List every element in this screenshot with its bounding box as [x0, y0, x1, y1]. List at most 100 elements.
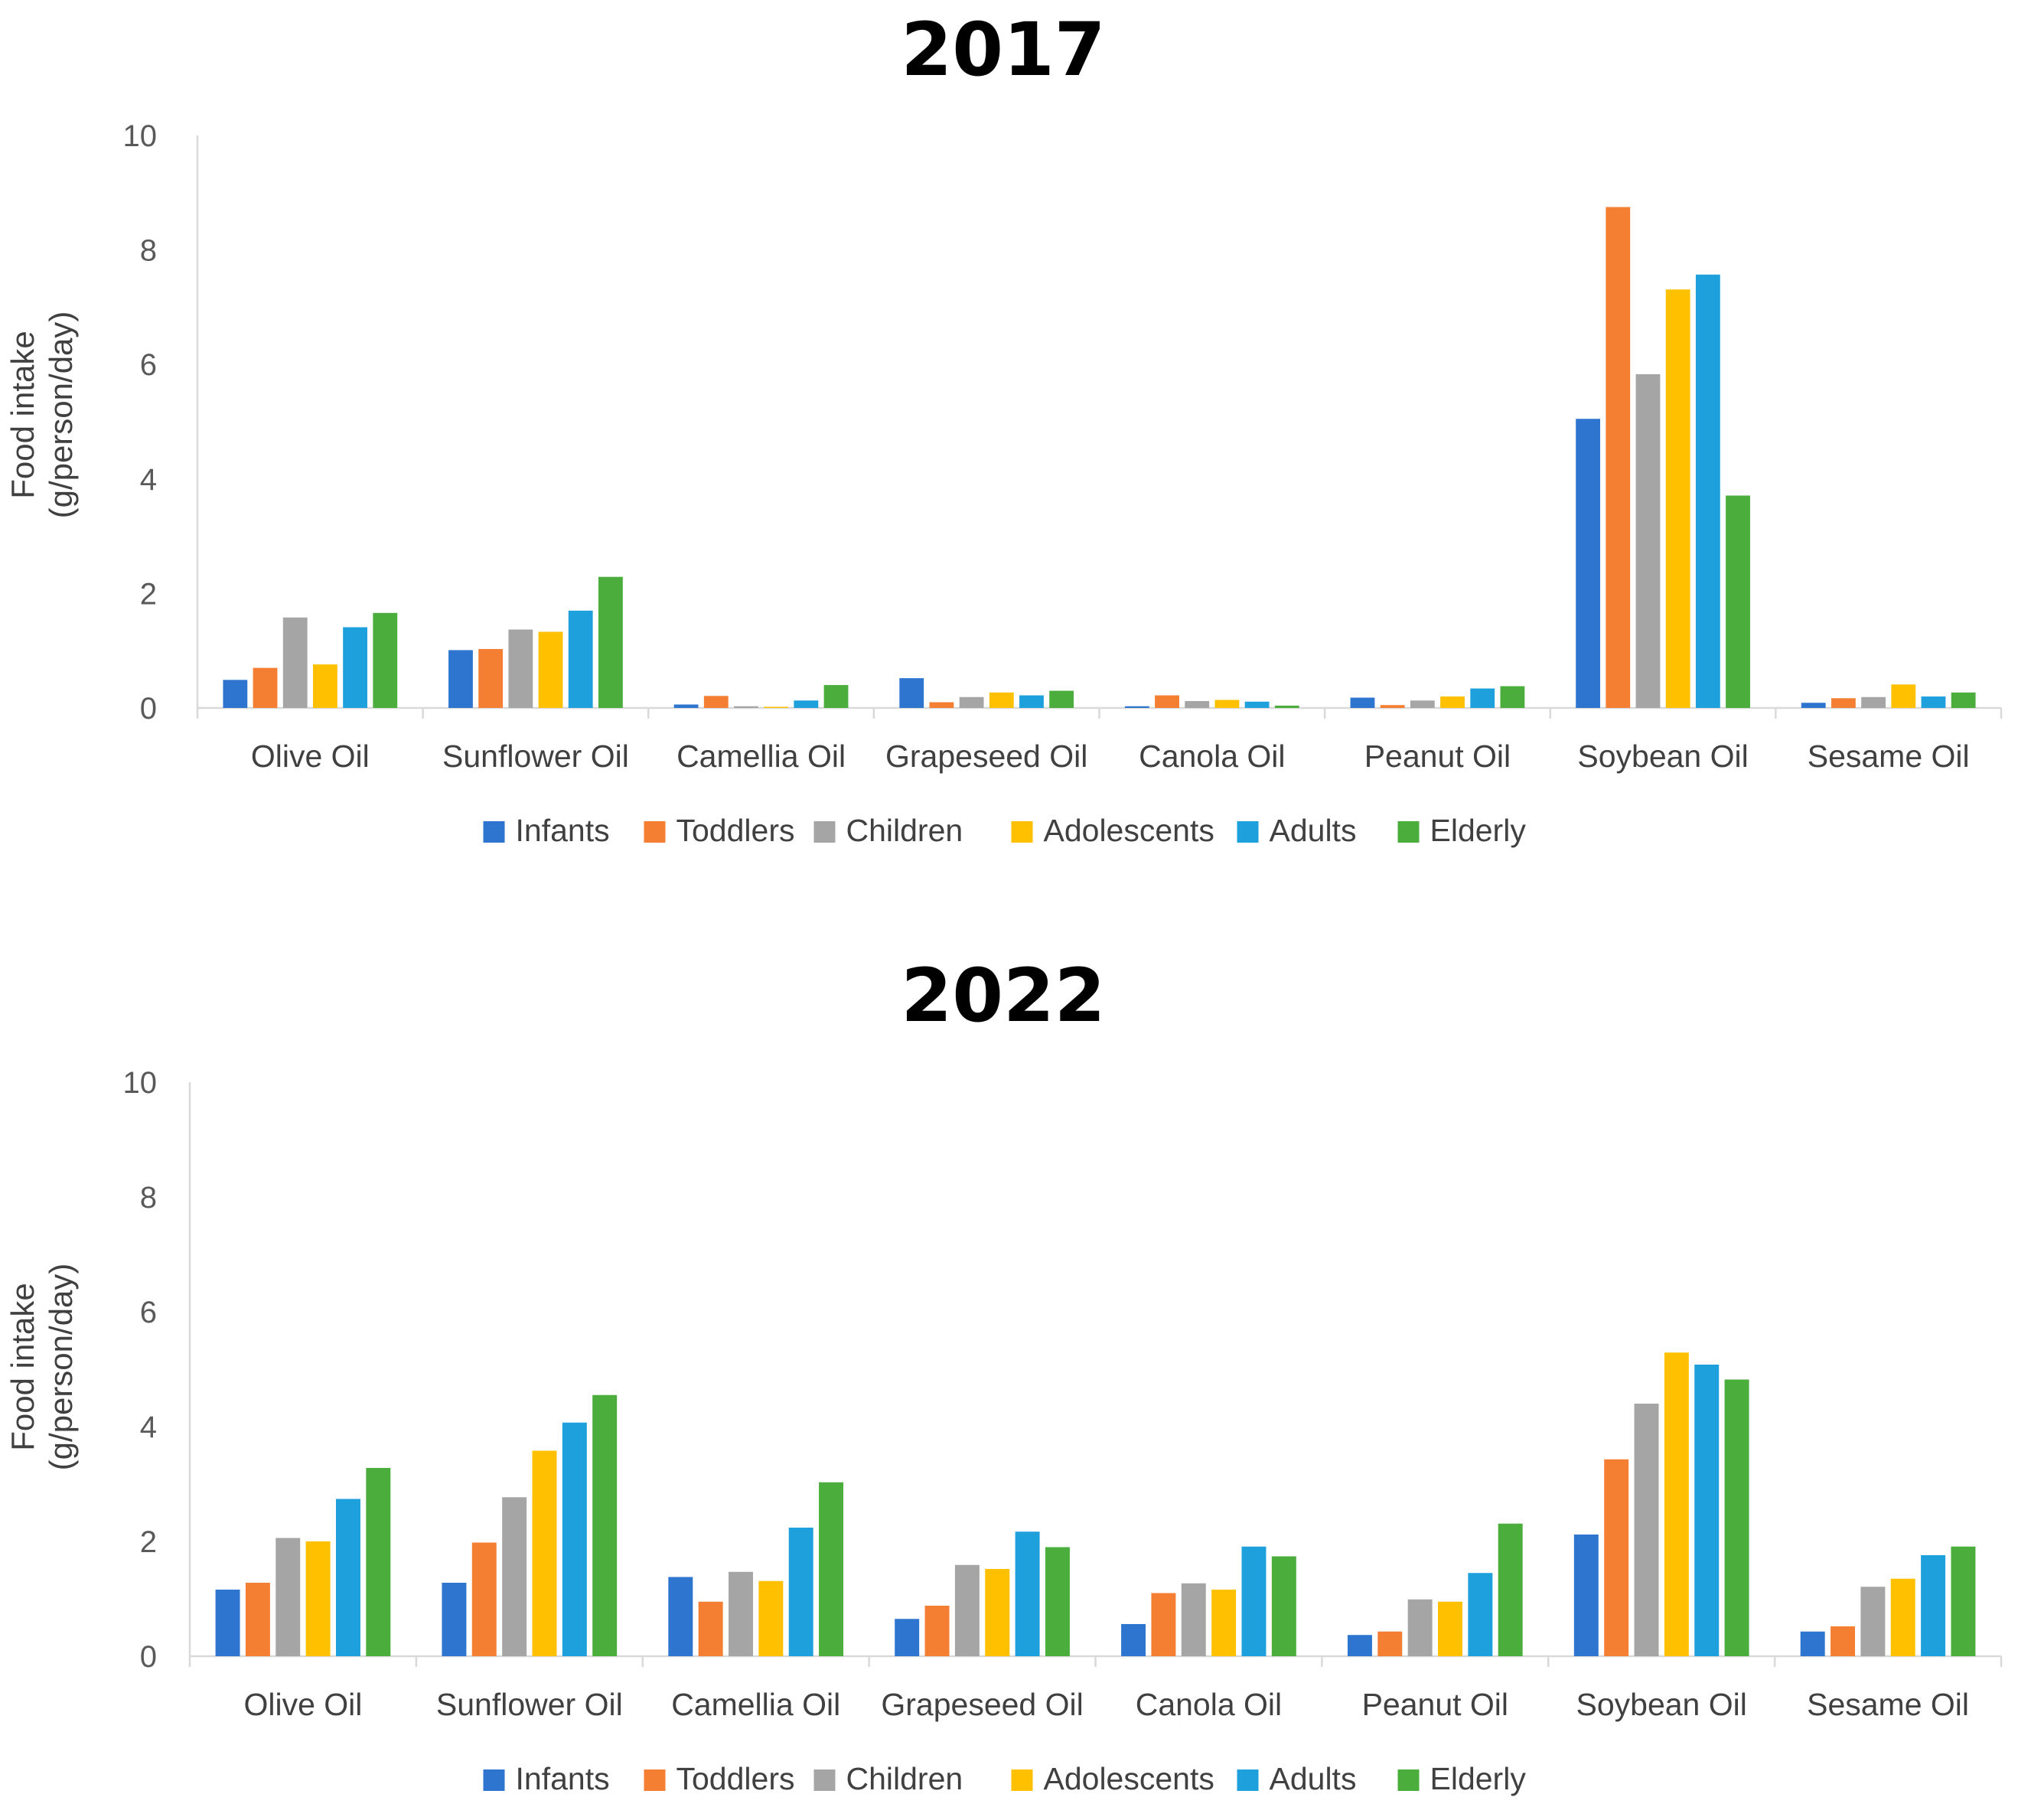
bar — [1724, 1379, 1749, 1656]
legend-swatch — [1237, 821, 1259, 843]
bar — [508, 629, 533, 708]
bar — [1347, 1635, 1372, 1656]
x-category-label: Peanut Oil — [1364, 739, 1511, 774]
bar — [1124, 706, 1149, 708]
bar — [1694, 1365, 1720, 1656]
x-category-label: Canola Oil — [1136, 1687, 1282, 1722]
legend-label: Infants — [516, 1761, 610, 1796]
bar — [1274, 706, 1299, 708]
y-tick-label: 0 — [140, 1640, 157, 1674]
x-category-label: Peanut Oil — [1362, 1687, 1508, 1722]
bar — [1151, 1593, 1176, 1656]
y-tick-label: 8 — [140, 234, 157, 268]
legend-swatch — [483, 1769, 505, 1791]
bar — [985, 1569, 1010, 1656]
bar — [312, 664, 337, 708]
bar — [1380, 705, 1405, 708]
y-axis-title-line1: Food intake — [5, 331, 41, 498]
bar — [673, 704, 699, 708]
bar — [478, 648, 504, 708]
bar — [788, 1528, 813, 1656]
y-axis-title-line2: (g/person/day) — [43, 1264, 79, 1471]
bar — [335, 1499, 360, 1656]
bar — [502, 1497, 527, 1656]
legend-swatch — [1397, 1769, 1420, 1791]
bar — [734, 706, 758, 708]
x-category-label: Soybean Oil — [1576, 1687, 1747, 1722]
x-category-label: Camellia Oil — [676, 739, 846, 774]
legend-label: Elderly — [1430, 813, 1527, 848]
bar — [1410, 700, 1435, 708]
legend-swatch — [813, 1769, 836, 1791]
bar — [929, 702, 954, 708]
legend-label: Toddlers — [676, 1761, 795, 1796]
legend-swatch — [1011, 1769, 1033, 1791]
bar — [819, 1482, 844, 1656]
bar — [729, 1571, 753, 1656]
bar — [1695, 274, 1720, 708]
bar — [1921, 696, 1946, 708]
y-axis-title-line2: (g/person/day) — [43, 311, 79, 519]
bar — [538, 631, 563, 708]
bar — [305, 1541, 331, 1656]
bar — [1951, 692, 1976, 708]
bar — [592, 1394, 618, 1656]
y-axis-title-line1: Food intake — [5, 1283, 41, 1450]
bar — [1576, 419, 1601, 708]
bar — [758, 1580, 784, 1656]
bar — [1019, 695, 1044, 708]
y-tick-label: 4 — [140, 1411, 157, 1444]
bar — [1890, 1578, 1915, 1656]
bar — [1211, 1590, 1237, 1656]
bar — [1181, 1583, 1206, 1656]
bar — [562, 1422, 587, 1656]
legend-label: Children — [846, 1761, 963, 1796]
bar — [1664, 1352, 1689, 1656]
legend-swatch — [644, 1769, 666, 1791]
bar — [253, 667, 278, 708]
y-tick-label: 2 — [140, 577, 157, 611]
x-category-label: Sunflower Oil — [442, 739, 629, 774]
x-category-label: Camellia Oil — [671, 1687, 840, 1722]
bar — [1573, 1535, 1599, 1656]
bar — [245, 1583, 270, 1656]
x-category-label: Olive Oil — [243, 1687, 362, 1722]
x-category-label: Sunflower Oil — [436, 1687, 623, 1722]
bar — [954, 1564, 980, 1656]
bar — [1634, 1404, 1659, 1656]
bar — [1665, 289, 1690, 708]
legend-swatch — [813, 821, 836, 843]
chart-title: 2022 — [901, 953, 1105, 1039]
bar — [1271, 1556, 1296, 1656]
bar — [959, 696, 984, 708]
x-category-label: Sesame Oil — [1807, 1687, 1969, 1722]
bar — [1800, 1631, 1825, 1656]
y-axis-title: Food intake(g/person/day) — [5, 311, 79, 519]
bar — [1214, 700, 1240, 708]
bar — [1606, 207, 1631, 708]
legend-label: Adults — [1270, 813, 1357, 848]
bar — [1604, 1459, 1629, 1656]
chart-2022: 2022 Food intake(g/person/day) 0 2 4 6 8 10 Oliv… — [5, 953, 2003, 1796]
chart-title: 2017 — [901, 7, 1105, 93]
x-category-label: Grapeseed Oil — [885, 739, 1087, 774]
legend-label: Infants — [516, 813, 610, 848]
bar — [1861, 696, 1886, 708]
x-category-label: Soybean Oil — [1577, 739, 1748, 774]
legend-swatch — [1397, 821, 1420, 843]
bar — [1438, 1601, 1462, 1656]
bar — [1860, 1587, 1886, 1656]
bar — [668, 1577, 693, 1656]
bar — [1635, 373, 1661, 708]
legend-label: Children — [846, 813, 963, 848]
bar — [1185, 701, 1210, 708]
bar — [448, 650, 473, 708]
legend-label: Adults — [1270, 1761, 1357, 1796]
bar — [794, 700, 819, 708]
bar — [823, 685, 849, 708]
bar — [1831, 1626, 1856, 1656]
bar — [698, 1601, 723, 1656]
y-tick-label: 4 — [140, 463, 157, 497]
chart-2017: 2017 Food intake(g/person/day) 0 2 4 6 8 10 Oliv… — [5, 7, 2003, 848]
bar — [1155, 695, 1179, 708]
